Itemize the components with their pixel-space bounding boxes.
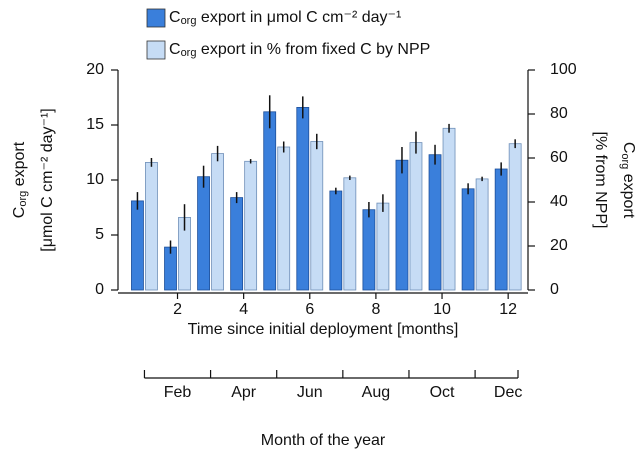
month-label: Apr — [231, 384, 257, 401]
x-tick-label: 2 — [173, 301, 182, 318]
bar — [395, 159, 409, 291]
bar — [244, 160, 258, 291]
y2-tick-label: 80 — [550, 105, 568, 122]
bar — [508, 143, 522, 291]
y2-tick-label: 100 — [550, 61, 577, 78]
y2-tick-label: 40 — [550, 193, 568, 210]
x-tick-label: 12 — [499, 301, 517, 318]
bar — [230, 197, 244, 291]
bar — [310, 141, 324, 291]
bar — [494, 168, 508, 291]
y-axis-label: [μmol C cm⁻² day⁻¹] — [39, 108, 56, 251]
y-tick-label: 15 — [86, 116, 104, 133]
y-tick-label: 5 — [95, 226, 104, 243]
month-label: Jun — [297, 384, 323, 401]
month-label: Feb — [164, 384, 192, 401]
bar — [131, 200, 144, 291]
bar — [197, 176, 210, 291]
y2-tick-label: 60 — [550, 149, 568, 166]
bar — [296, 107, 310, 291]
month-label: Oct — [430, 384, 455, 401]
bar — [442, 127, 456, 291]
bar — [343, 177, 357, 291]
legend-label: Corg export in μmol C cm⁻² day⁻¹ — [169, 9, 401, 27]
y2-tick-label: 0 — [550, 281, 559, 298]
legend-label: Corg export in % from fixed C by NPP — [169, 41, 430, 59]
month-label: Aug — [362, 384, 390, 401]
bar — [263, 111, 277, 291]
x-tick-label: 8 — [371, 301, 380, 318]
bar — [362, 209, 376, 291]
month-label: Dec — [494, 384, 522, 401]
bar — [428, 154, 442, 291]
x-axis-label: Time since initial deployment [months] — [188, 321, 459, 338]
y-axis-label: Corg export — [11, 141, 29, 218]
legend-swatch — [146, 40, 166, 60]
x-tick-label: 4 — [239, 301, 248, 318]
y2-tick-label: 20 — [550, 237, 568, 254]
bar — [475, 178, 489, 291]
bar — [145, 161, 158, 291]
bar — [376, 202, 390, 291]
y-tick-label: 0 — [95, 281, 104, 298]
bar — [329, 190, 343, 291]
bar — [409, 142, 423, 291]
y-tick-label: 10 — [86, 171, 104, 188]
month-axis-label: Month of the year — [261, 432, 386, 449]
y2-axis-label: [% from NPP] — [592, 132, 609, 229]
y2-axis-label: Corg export — [619, 142, 637, 219]
bar — [277, 146, 291, 291]
bar — [461, 188, 475, 291]
bar — [211, 153, 224, 291]
y-tick-label: 20 — [86, 61, 104, 78]
x-tick-label: 6 — [305, 301, 314, 318]
legend-swatch — [146, 8, 166, 28]
x-tick-label: 10 — [433, 301, 451, 318]
